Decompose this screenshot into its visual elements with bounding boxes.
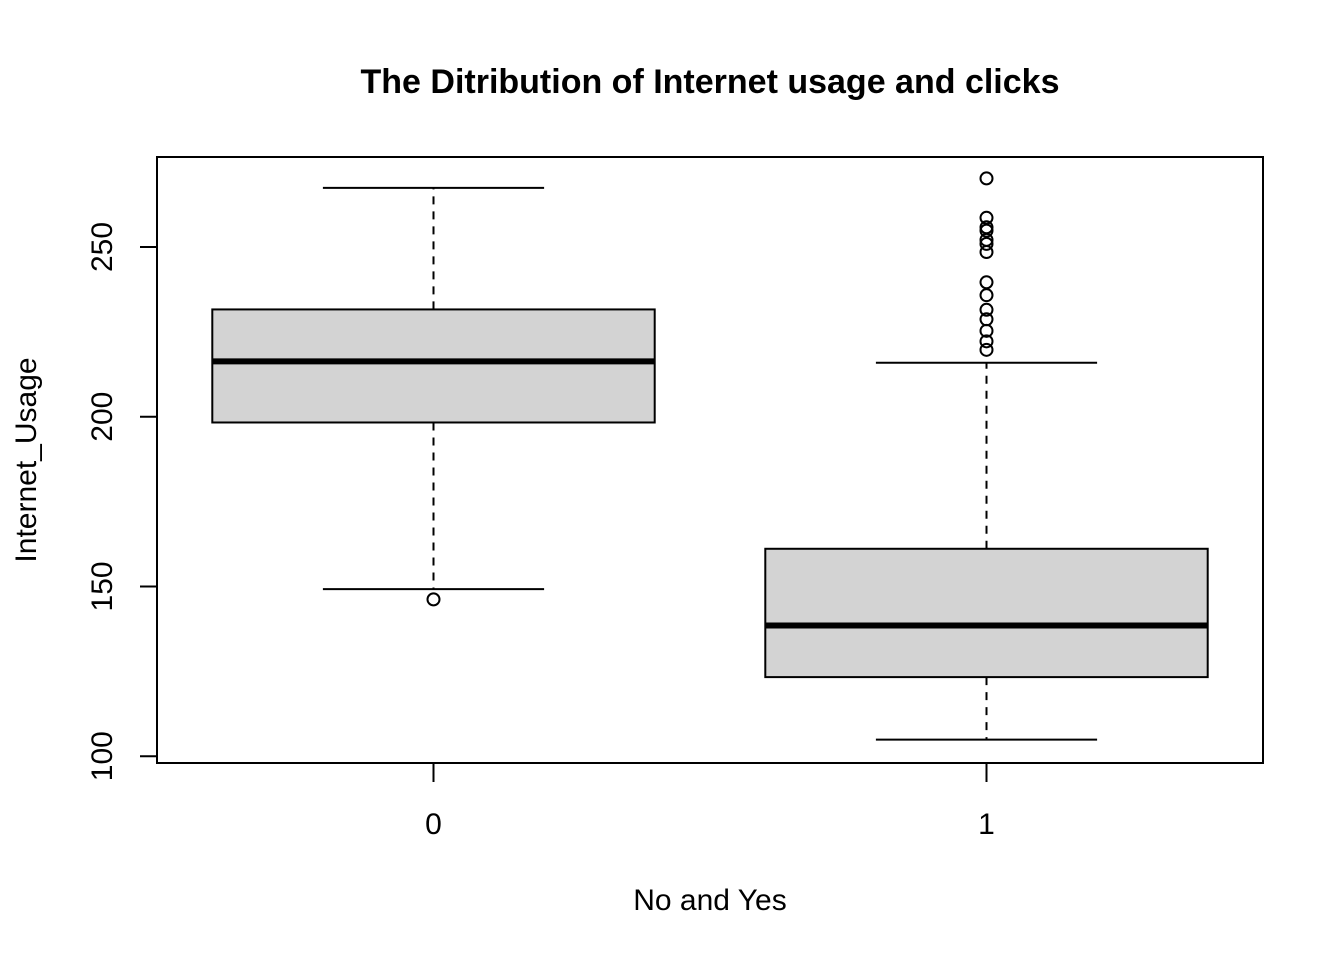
outlier-point xyxy=(979,342,994,357)
y-tick-label: 250 xyxy=(86,222,119,272)
iqr-box xyxy=(211,308,656,424)
plot-area xyxy=(211,171,1209,741)
x-tick-label: 1 xyxy=(978,808,995,841)
outlier-point xyxy=(979,334,994,349)
y-tick-label: 200 xyxy=(86,392,119,442)
y-tick-label: 150 xyxy=(86,561,119,611)
iqr-box xyxy=(764,547,1209,679)
y-tick-label: 100 xyxy=(86,731,119,781)
chart-title: The Ditribution of Internet usage and cl… xyxy=(361,63,1060,101)
outlier-point xyxy=(979,323,994,338)
outlier-point xyxy=(979,171,994,186)
y-axis: 100 150 200 250 xyxy=(86,222,158,781)
y-axis-label: Internet_Usage xyxy=(10,357,43,562)
outlier-point xyxy=(426,592,441,607)
outlier-point xyxy=(979,223,994,238)
box-group-1 xyxy=(764,171,1209,741)
outlier-point xyxy=(979,275,994,290)
x-axis-label: No and Yes xyxy=(633,884,786,917)
outlier-point xyxy=(979,302,994,317)
box-group-0 xyxy=(211,186,656,607)
outlier-point xyxy=(979,245,994,260)
x-tick-label: 0 xyxy=(425,808,442,841)
outlier-point xyxy=(979,236,994,251)
outlier-point xyxy=(979,288,994,303)
